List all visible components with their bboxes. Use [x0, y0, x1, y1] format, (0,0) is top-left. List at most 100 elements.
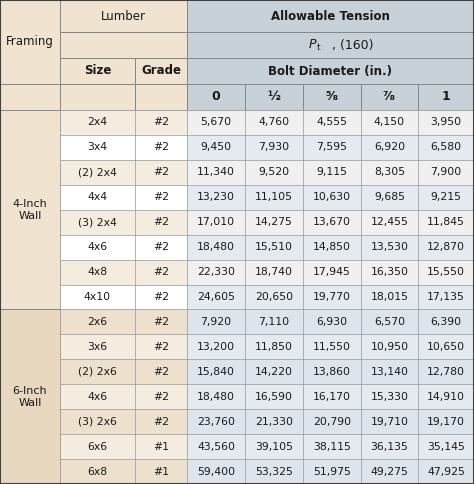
- Bar: [418, 334, 474, 359]
- Text: 16,350: 16,350: [371, 267, 409, 277]
- Text: 6,920: 6,920: [374, 142, 405, 152]
- Text: 14,275: 14,275: [255, 217, 293, 227]
- Bar: [303, 459, 361, 484]
- Text: 10,650: 10,650: [427, 342, 465, 352]
- Bar: [187, 58, 474, 84]
- Text: 6x6: 6x6: [87, 441, 108, 452]
- Bar: [361, 259, 418, 285]
- Text: 53,325: 53,325: [255, 467, 293, 477]
- Text: 20,650: 20,650: [255, 292, 293, 302]
- Text: (2) 2x4: (2) 2x4: [78, 167, 117, 177]
- Text: 16,170: 16,170: [313, 392, 351, 402]
- Bar: [361, 359, 418, 384]
- Text: 6,570: 6,570: [374, 317, 405, 327]
- Text: #2: #2: [153, 417, 169, 427]
- Text: 9,450: 9,450: [201, 142, 232, 152]
- Text: 11,845: 11,845: [427, 217, 465, 227]
- Bar: [187, 285, 245, 309]
- Text: #2: #2: [153, 292, 169, 302]
- Text: 14,910: 14,910: [427, 392, 465, 402]
- Bar: [418, 185, 474, 210]
- Text: 3x6: 3x6: [87, 342, 108, 352]
- Text: 9,115: 9,115: [317, 167, 347, 177]
- Bar: [60, 185, 135, 210]
- Bar: [187, 334, 245, 359]
- Bar: [245, 384, 303, 409]
- Text: #2: #2: [153, 367, 169, 377]
- Text: Bolt Diameter (in.): Bolt Diameter (in.): [268, 64, 392, 77]
- Bar: [0, 0, 60, 84]
- Text: ⁵⁄₈: ⁵⁄₈: [326, 91, 338, 104]
- Text: #2: #2: [153, 342, 169, 352]
- Text: 6,580: 6,580: [430, 142, 462, 152]
- Bar: [60, 0, 187, 32]
- Text: 2x4: 2x4: [87, 118, 108, 127]
- Text: 13,140: 13,140: [371, 367, 409, 377]
- Bar: [303, 160, 361, 185]
- Bar: [187, 84, 245, 110]
- Text: 11,850: 11,850: [255, 342, 293, 352]
- Bar: [187, 384, 245, 409]
- Bar: [361, 210, 418, 235]
- Text: 19,770: 19,770: [313, 292, 351, 302]
- Bar: [60, 409, 135, 434]
- Text: 13,860: 13,860: [313, 367, 351, 377]
- Text: Lumber: Lumber: [101, 10, 146, 22]
- Bar: [60, 235, 135, 259]
- Text: 18,015: 18,015: [371, 292, 409, 302]
- Text: 12,455: 12,455: [371, 217, 409, 227]
- Bar: [361, 84, 418, 110]
- Bar: [135, 210, 187, 235]
- Bar: [361, 409, 418, 434]
- Text: 6-Inch
Wall: 6-Inch Wall: [13, 386, 47, 408]
- Text: 18,480: 18,480: [197, 242, 235, 252]
- Text: 19,170: 19,170: [427, 417, 465, 427]
- Text: Framing: Framing: [6, 35, 54, 48]
- Text: 14,850: 14,850: [313, 242, 351, 252]
- Text: #2: #2: [153, 242, 169, 252]
- Bar: [0, 309, 60, 484]
- Bar: [245, 409, 303, 434]
- Bar: [187, 185, 245, 210]
- Bar: [418, 359, 474, 384]
- Bar: [135, 384, 187, 409]
- Bar: [418, 409, 474, 434]
- Text: ⁷⁄₈: ⁷⁄₈: [383, 91, 396, 104]
- Bar: [60, 459, 135, 484]
- Text: 22,330: 22,330: [197, 267, 235, 277]
- Text: 4x6: 4x6: [87, 392, 108, 402]
- Text: 23,760: 23,760: [197, 417, 235, 427]
- Text: 15,550: 15,550: [427, 267, 465, 277]
- Text: #2: #2: [153, 392, 169, 402]
- Text: 36,135: 36,135: [371, 441, 409, 452]
- Bar: [418, 235, 474, 259]
- Text: 11,550: 11,550: [313, 342, 351, 352]
- Text: 14,220: 14,220: [255, 367, 293, 377]
- Text: 10,950: 10,950: [371, 342, 409, 352]
- Text: 4,555: 4,555: [317, 118, 347, 127]
- Text: Allowable Tension: Allowable Tension: [271, 10, 390, 22]
- Bar: [187, 309, 245, 334]
- Bar: [60, 259, 135, 285]
- Bar: [245, 110, 303, 135]
- Bar: [187, 409, 245, 434]
- Bar: [418, 135, 474, 160]
- Text: 21,330: 21,330: [255, 417, 293, 427]
- Text: 15,330: 15,330: [371, 392, 409, 402]
- Bar: [245, 334, 303, 359]
- Bar: [245, 359, 303, 384]
- Bar: [418, 160, 474, 185]
- Text: 39,105: 39,105: [255, 441, 293, 452]
- Bar: [135, 84, 187, 110]
- Bar: [361, 334, 418, 359]
- Bar: [60, 84, 135, 110]
- Text: 49,275: 49,275: [371, 467, 409, 477]
- Bar: [418, 84, 474, 110]
- Bar: [187, 160, 245, 185]
- Bar: [303, 84, 361, 110]
- Bar: [187, 210, 245, 235]
- Bar: [0, 84, 60, 110]
- Text: 6,930: 6,930: [317, 317, 347, 327]
- Bar: [187, 359, 245, 384]
- Bar: [60, 135, 135, 160]
